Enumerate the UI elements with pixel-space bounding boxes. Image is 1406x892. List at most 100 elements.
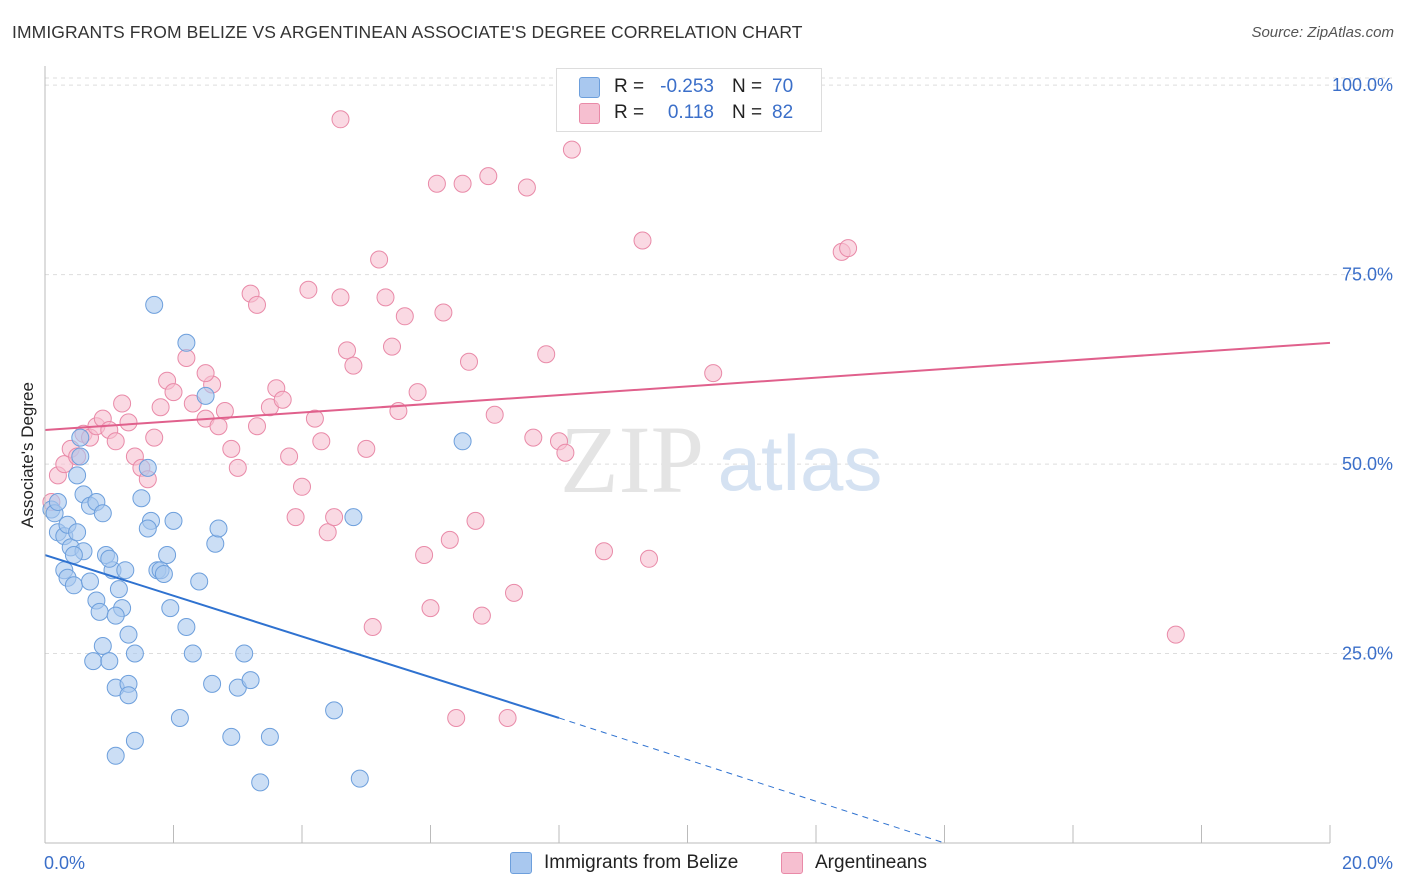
belize-point [190,572,209,591]
belize-point [453,432,472,451]
argentinean-point [376,288,395,307]
argentinean-point [286,508,305,527]
belize-point [138,458,157,477]
belize-point [64,546,83,564]
belize-point [206,534,225,553]
argentinean-point [318,523,337,542]
belize-point [48,493,67,511]
belize-point [68,466,87,485]
belize-point [71,428,90,447]
argentinean-point [113,394,132,413]
argentinean-point [440,530,459,549]
argentinean-point [517,178,536,197]
belize-point [241,671,260,690]
argentinean-point [479,167,498,186]
belize-point [100,652,119,671]
argentinean-point [395,307,414,326]
legend-swatch-belize [579,76,600,98]
source-label: Source: ZipAtlas.com [1251,24,1394,41]
belize-point [93,504,112,523]
argentinean-point [357,439,376,458]
argentinean-point [453,174,472,193]
argentinean-point [505,583,523,602]
argentinean-point [370,250,389,269]
watermark-atlas: atlas [718,419,883,507]
belize-point [93,637,112,655]
y-tick-label: 100.0% [1332,75,1393,95]
argentinean-point [325,508,344,527]
argentinean-point [421,599,440,618]
argentinean-point [839,239,858,258]
argentinean-point [299,280,318,299]
belize-point [161,599,180,618]
legend-item-belize[interactable]: Immigrants from Belize [510,852,738,874]
belize-point [64,576,83,595]
argentinean-point [248,295,266,314]
belize-point [106,606,125,625]
argentinean-point [447,709,466,727]
y-tick-label: 50.0% [1342,454,1393,474]
belize-point [145,295,164,314]
r-label: R = [614,76,645,97]
belize-point [350,769,369,788]
argentinean-point [331,288,350,307]
belize-point [158,546,177,564]
argentinean-point [460,352,478,371]
argentinean-point [472,606,491,625]
belize-point [177,618,196,636]
legend-stats: R = -0.253 N = 70 R = 0.118 N = 82 [556,68,822,132]
belize-point [132,489,151,508]
argentinean-point [151,398,170,417]
watermark: ZIP atlas [560,406,882,513]
argentinean-point [106,432,125,451]
n-label: N = [732,76,763,97]
argentinean-point [537,345,556,364]
argentinean-point [704,364,723,383]
belize-point [68,523,87,542]
argentinean-point [485,405,504,424]
chart-title: IMMIGRANTS FROM BELIZE VS ARGENTINEAN AS… [12,22,803,42]
argentinean-point [408,383,427,402]
legend-item-argentineans[interactable]: Argentineans [781,852,927,874]
argentinean-point [280,447,299,466]
belize-point [164,511,183,530]
belize-trend-line [44,554,560,719]
argentinean-point [293,477,311,496]
argentinean-point [466,511,485,530]
grid-layer [45,77,1392,655]
legend-swatch-belize [510,852,532,874]
argentinean-point [427,174,446,193]
argentinean-point [415,546,434,564]
r-value: -0.253 [660,76,714,97]
n-value: 70 [772,76,794,97]
belize-point [177,333,196,352]
belize-point [196,386,215,405]
argentinean-point [595,542,613,561]
argentinean-point [273,390,292,409]
belize-point [71,447,90,466]
argentinean-point [248,417,266,436]
axis-layer: 25.0% 50.0% 75.0% 100.0% 0.0% 20.0% [44,66,1393,873]
argentinean-point [196,364,215,383]
x-tick-label: 20.0% [1342,853,1393,873]
argentinean-point [524,428,543,447]
argentinean-point [363,618,382,636]
argentinean-point [434,303,453,322]
legend-series: Immigrants from Belize Argentineans [0,852,1406,878]
belize-point [106,746,125,765]
argentinean-point [312,432,331,451]
argentinean-point [177,349,196,367]
argentinean-point [383,337,401,356]
watermark-zip: ZIP [560,406,704,513]
argentinean-point [209,417,228,436]
belize-point [125,644,144,663]
x-tick-label: 0.0% [44,853,85,873]
argentinean-trend-line [44,341,1331,431]
legend-label-belize: Immigrants from Belize [544,852,739,873]
belize-point [251,773,270,792]
belize-point [222,727,241,746]
argentinean-point [556,443,575,462]
belize-point [138,519,157,538]
argentinean-point [331,110,350,129]
